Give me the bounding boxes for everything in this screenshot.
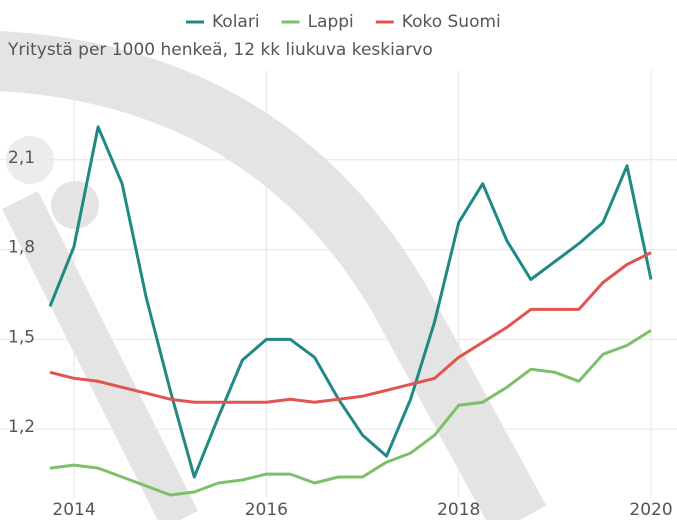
y-tick-label: 2,1 xyxy=(8,148,35,168)
y-tick-label: 1,2 xyxy=(8,417,35,437)
chart: Yritystä per 1000 henkeä, 12 kk liukuva … xyxy=(0,0,677,520)
x-tick-label: 2018 xyxy=(437,500,480,520)
y-tick-label: 1,5 xyxy=(8,327,35,347)
x-tick-label: 2020 xyxy=(629,500,672,520)
subtitle: Yritystä per 1000 henkeä, 12 kk liukuva … xyxy=(7,40,433,60)
legend: Kolari Lappi Koko Suomi xyxy=(186,12,501,32)
legend-label: Lappi xyxy=(308,12,354,32)
x-tick-label: 2016 xyxy=(245,500,288,520)
x-tick-label: 2014 xyxy=(52,500,95,520)
watermark-dot xyxy=(51,181,99,229)
legend-label: Koko Suomi xyxy=(402,12,501,32)
y-tick-label: 1,8 xyxy=(8,238,35,258)
watermark-stroke xyxy=(20,200,180,520)
legend-label: Kolari xyxy=(212,12,260,32)
